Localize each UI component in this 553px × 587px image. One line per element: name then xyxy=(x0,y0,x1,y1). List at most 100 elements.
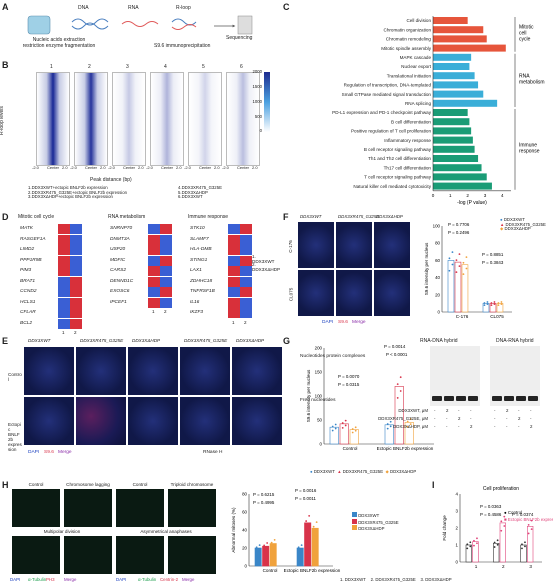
d-heat-cell xyxy=(70,255,82,266)
go-x-tick: 4 xyxy=(501,193,504,198)
data-point xyxy=(386,427,389,430)
h-stain-b: Centrin-2 xyxy=(160,577,179,582)
g-row-value: 2 xyxy=(506,408,509,413)
go-x-tick: 1 xyxy=(449,193,452,198)
label-rna: RNA xyxy=(128,5,139,11)
d-gene-label: ZDHHC18 xyxy=(190,278,213,284)
heatmap-panel xyxy=(36,72,70,166)
y-tick: 4 xyxy=(456,492,459,497)
h-micrograph xyxy=(116,536,164,574)
p-value: P = 0.0363 xyxy=(480,504,502,509)
e-microscopy-grid: DDX3XWT DDX3XR475_G325E DDX3XΔHDP DDX3XR475… xyxy=(8,338,288,470)
data-point xyxy=(527,532,530,535)
d-heat-cell xyxy=(240,245,252,255)
go-category-label: Th1 and Th2 cell differentiation xyxy=(368,156,431,161)
heatmap-tick: 2.0 xyxy=(100,165,106,170)
data-point xyxy=(521,543,523,546)
e-col-header: DDX3XΔHDP xyxy=(236,338,265,343)
h-stain-b: DAPI xyxy=(116,577,127,582)
data-point xyxy=(527,523,530,526)
h-stain-a: DAPI xyxy=(10,577,21,582)
i-footer-2: 2. DDX3XR475_G325E xyxy=(370,577,416,582)
data-point xyxy=(386,423,389,425)
d-heat-cell xyxy=(148,266,160,276)
g-title-2: DNA-RNA hybrid xyxy=(496,338,534,344)
d-axis-1: 1 xyxy=(232,319,235,325)
g-row-value: - xyxy=(458,424,460,429)
y-tick: 100 xyxy=(315,394,323,399)
go-x-label: -log (P value) xyxy=(457,200,487,206)
e-micrograph xyxy=(180,347,230,395)
go-bar xyxy=(433,17,468,24)
bar xyxy=(454,261,462,313)
data-point xyxy=(500,303,503,305)
d-heat-cell xyxy=(228,234,240,245)
go-bar xyxy=(433,164,482,172)
d-heat-cell xyxy=(148,297,160,308)
bar xyxy=(482,303,490,313)
d-heat-cell xyxy=(228,255,240,266)
go-bar xyxy=(433,99,498,107)
b-legend-3: 3.DDX3XΔHDP+ectopic BNLF2b expression xyxy=(28,194,113,200)
go-category-label: Mitotic spindle assembly xyxy=(381,46,431,51)
gel-band xyxy=(492,396,502,401)
b-legend-4: 4.DDX3XR475_G325E xyxy=(178,185,222,190)
panel-letter-d: D xyxy=(2,212,9,222)
panel-letter-f: F xyxy=(283,212,289,222)
f-col-header: DDX3XWT xyxy=(300,214,322,219)
label-fragmentation: restriction enzyme fragmentation xyxy=(22,43,96,49)
data-point xyxy=(486,303,489,305)
f-legend-2: DDX3XR475_G325E xyxy=(505,221,546,227)
g-row-label: DDX3XWT, μM xyxy=(398,408,428,413)
go-group-label: Immune xyxy=(519,142,537,148)
label-seq: Sequencing xyxy=(226,35,253,41)
e-micrograph xyxy=(180,397,230,445)
g-row-value: - xyxy=(518,408,520,413)
x-tick: 3 xyxy=(529,564,532,569)
bar xyxy=(262,545,270,567)
data-point xyxy=(300,548,303,551)
d-gene-label: HLA-DMB xyxy=(190,247,212,252)
bar xyxy=(394,386,404,445)
data-point xyxy=(448,257,451,260)
d-gene-label: STK10 xyxy=(190,226,205,231)
e-legend: ● DDX3XWT ▲ DDX3XR475_G325E ◆ DDX3XΔHDP xyxy=(310,469,417,474)
go-bar xyxy=(433,127,472,135)
data-point xyxy=(497,304,500,307)
bar xyxy=(296,547,304,567)
d-heat-cell xyxy=(160,297,172,308)
data-point xyxy=(389,425,392,428)
e-col-header: DDX3XWT xyxy=(28,338,51,343)
f-legend-1: DDX3XWT xyxy=(503,217,525,222)
data-point xyxy=(331,425,334,428)
cell-drawing xyxy=(27,15,51,35)
data-point xyxy=(255,546,258,549)
e-micrograph xyxy=(232,347,282,395)
f-stain-s96: S9.6 xyxy=(338,320,348,325)
f-stain-dapi: DAPI xyxy=(322,320,334,325)
data-point xyxy=(469,541,472,544)
data-point xyxy=(465,256,468,259)
go-category-label: Positive regulation of T cell proliferat… xyxy=(351,129,431,134)
data-point xyxy=(524,545,526,548)
f-row-label: C-176 xyxy=(287,240,293,253)
data-point xyxy=(263,549,266,552)
bar xyxy=(384,424,394,445)
data-point xyxy=(297,550,300,553)
d-heat-cell xyxy=(58,224,70,234)
d-heat-cell xyxy=(240,234,252,245)
data-point xyxy=(266,542,269,544)
d-header: RNA metabolism xyxy=(108,214,146,220)
bar xyxy=(499,522,506,563)
y-tick: 80 xyxy=(435,241,440,246)
h-caption: Multipolar division xyxy=(43,529,81,534)
y-tick: 0 xyxy=(320,442,323,447)
b-legend-right: 4.DDX3XR475_G325E 5.DDX3XΔHDP 6.DDX3XWT xyxy=(178,185,268,200)
d-heat-cell xyxy=(70,287,82,297)
d-gene-label: IKZF3 xyxy=(190,310,204,315)
go-category-label: B cell receptor signaling pathway xyxy=(364,147,432,152)
y-tick: 150 xyxy=(315,370,323,375)
bar xyxy=(447,260,455,313)
data-point xyxy=(493,301,496,303)
heatmap-col-label: 6 xyxy=(240,64,243,70)
